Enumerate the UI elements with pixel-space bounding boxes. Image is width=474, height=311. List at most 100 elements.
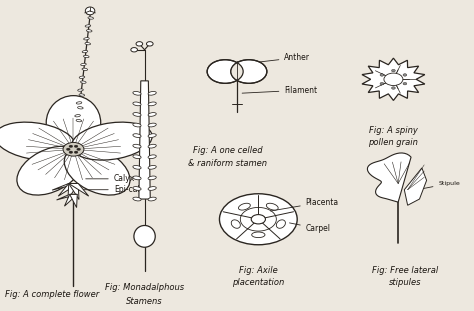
Polygon shape (69, 183, 79, 200)
Circle shape (219, 194, 297, 245)
Ellipse shape (133, 134, 141, 137)
Ellipse shape (148, 113, 156, 116)
Ellipse shape (76, 102, 82, 104)
Ellipse shape (148, 123, 156, 127)
Circle shape (131, 48, 137, 52)
Ellipse shape (133, 113, 141, 116)
Text: Epi-calyx: Epi-calyx (83, 185, 148, 194)
Ellipse shape (148, 102, 156, 106)
Ellipse shape (148, 155, 156, 159)
Polygon shape (362, 58, 425, 100)
Text: placentation: placentation (232, 278, 284, 287)
Ellipse shape (81, 63, 86, 66)
Ellipse shape (133, 144, 141, 148)
Circle shape (69, 151, 73, 154)
Ellipse shape (133, 187, 141, 190)
Circle shape (146, 42, 153, 46)
Text: Fig: A one celled: Fig: A one celled (193, 146, 262, 155)
Ellipse shape (148, 187, 156, 190)
Ellipse shape (46, 96, 100, 150)
Text: Fig: Monadalphous: Fig: Monadalphous (105, 283, 184, 292)
Text: Fig: A spiny: Fig: A spiny (369, 126, 418, 135)
Ellipse shape (78, 107, 83, 109)
Ellipse shape (82, 50, 88, 53)
Text: Fig: Axile: Fig: Axile (239, 266, 278, 275)
Circle shape (392, 69, 395, 72)
Ellipse shape (87, 12, 92, 14)
Ellipse shape (78, 89, 83, 91)
Circle shape (63, 142, 84, 156)
Ellipse shape (133, 123, 141, 127)
Ellipse shape (148, 176, 156, 180)
Ellipse shape (79, 94, 85, 96)
Ellipse shape (85, 25, 91, 27)
Ellipse shape (83, 55, 89, 58)
Ellipse shape (85, 43, 91, 45)
Ellipse shape (231, 64, 243, 79)
Ellipse shape (75, 114, 80, 117)
Polygon shape (64, 194, 77, 206)
Ellipse shape (86, 30, 92, 32)
Ellipse shape (82, 68, 88, 71)
Circle shape (380, 74, 384, 76)
Circle shape (231, 60, 267, 83)
Circle shape (66, 148, 70, 151)
Ellipse shape (133, 91, 141, 95)
Polygon shape (52, 183, 78, 190)
Polygon shape (367, 153, 411, 202)
Circle shape (251, 215, 265, 224)
Circle shape (136, 42, 143, 46)
Polygon shape (70, 194, 77, 207)
Ellipse shape (0, 122, 75, 160)
Ellipse shape (133, 176, 141, 180)
Circle shape (384, 73, 403, 86)
Text: Calyx: Calyx (86, 174, 135, 183)
Ellipse shape (238, 203, 250, 210)
Text: pollen grain: pollen grain (368, 138, 419, 147)
Ellipse shape (81, 81, 86, 83)
Ellipse shape (148, 165, 156, 169)
Text: Stamens: Stamens (126, 297, 163, 306)
Ellipse shape (266, 203, 278, 210)
Ellipse shape (133, 197, 141, 201)
Ellipse shape (148, 134, 156, 137)
Circle shape (403, 82, 407, 85)
Ellipse shape (17, 146, 82, 195)
Ellipse shape (72, 122, 152, 160)
Ellipse shape (148, 91, 156, 95)
Ellipse shape (83, 38, 89, 40)
Text: Filament: Filament (242, 86, 318, 95)
Circle shape (392, 87, 395, 89)
Ellipse shape (231, 220, 240, 228)
Polygon shape (404, 168, 427, 205)
Circle shape (74, 151, 78, 154)
Ellipse shape (134, 225, 155, 247)
Ellipse shape (133, 165, 141, 169)
Ellipse shape (252, 232, 265, 238)
Ellipse shape (76, 119, 82, 122)
Ellipse shape (148, 144, 156, 148)
Polygon shape (69, 183, 89, 196)
Text: Fig: A complete flower: Fig: A complete flower (5, 290, 99, 299)
Text: Placenta: Placenta (271, 198, 339, 211)
Text: Stipule: Stipule (420, 181, 460, 189)
Text: Anther: Anther (247, 53, 310, 63)
Text: Fig: Free lateral: Fig: Free lateral (372, 266, 438, 275)
Circle shape (380, 82, 384, 85)
Text: stipules: stipules (389, 278, 421, 287)
Ellipse shape (133, 155, 141, 159)
Circle shape (74, 145, 78, 147)
Ellipse shape (64, 146, 130, 195)
Polygon shape (68, 183, 78, 200)
Ellipse shape (85, 7, 95, 15)
Text: & raniform stamen: & raniform stamen (188, 159, 267, 168)
Circle shape (207, 60, 243, 83)
Circle shape (403, 74, 407, 76)
Ellipse shape (133, 102, 141, 106)
Ellipse shape (88, 17, 93, 19)
Polygon shape (139, 81, 150, 199)
Ellipse shape (276, 220, 285, 228)
Ellipse shape (148, 197, 156, 201)
Ellipse shape (79, 76, 85, 78)
Text: Carpel: Carpel (290, 223, 331, 233)
